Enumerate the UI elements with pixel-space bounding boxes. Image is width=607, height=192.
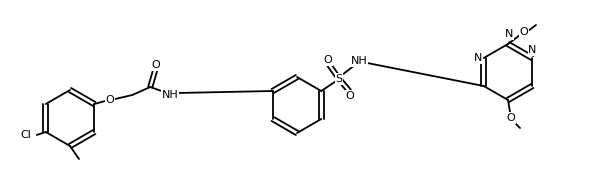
Text: N: N — [505, 29, 513, 39]
Text: N: N — [528, 45, 537, 55]
Text: O: O — [346, 91, 354, 101]
Text: O: O — [324, 55, 333, 65]
Text: NH: NH — [162, 90, 178, 100]
Text: N: N — [472, 52, 481, 62]
Text: O: O — [507, 113, 515, 123]
Text: N: N — [473, 53, 482, 63]
Text: NH: NH — [351, 56, 368, 66]
Text: Cl: Cl — [20, 130, 31, 140]
Text: S: S — [336, 74, 343, 84]
Text: O: O — [106, 95, 115, 105]
Text: O: O — [520, 27, 528, 37]
Text: O: O — [152, 60, 161, 70]
